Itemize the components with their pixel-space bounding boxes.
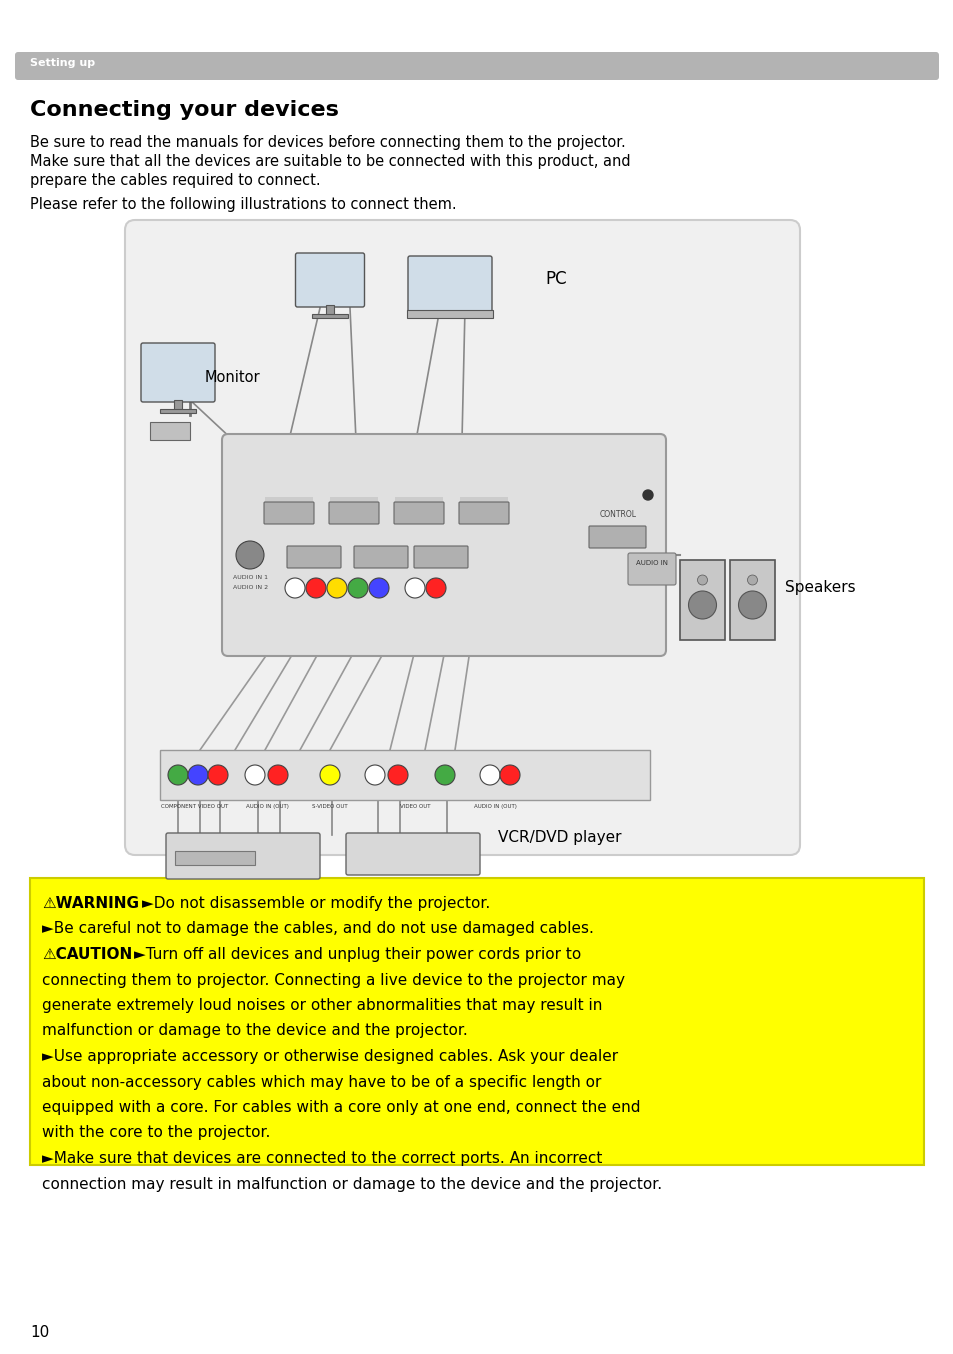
Bar — [395, 497, 442, 505]
FancyBboxPatch shape — [15, 51, 938, 80]
Circle shape — [697, 575, 707, 585]
Bar — [330, 497, 377, 505]
Text: Speakers: Speakers — [784, 580, 855, 594]
FancyBboxPatch shape — [588, 525, 645, 548]
Circle shape — [747, 575, 757, 585]
FancyBboxPatch shape — [408, 256, 492, 311]
Text: with the core to the projector.: with the core to the projector. — [42, 1125, 270, 1140]
Circle shape — [168, 765, 188, 785]
Text: CONTROL: CONTROL — [598, 510, 636, 519]
Circle shape — [388, 765, 408, 785]
Circle shape — [405, 578, 424, 598]
Circle shape — [268, 765, 288, 785]
Circle shape — [738, 590, 765, 619]
Text: VIDEO OUT: VIDEO OUT — [399, 804, 430, 808]
Circle shape — [479, 765, 499, 785]
Text: connecting them to projector. Connecting a live device to the projector may: connecting them to projector. Connecting… — [42, 972, 624, 987]
Text: connection may result in malfunction or damage to the device and the projector.: connection may result in malfunction or … — [42, 1177, 661, 1192]
Circle shape — [188, 765, 208, 785]
Text: prepare the cables required to connect.: prepare the cables required to connect. — [30, 173, 320, 188]
Bar — [265, 497, 313, 505]
Bar — [407, 310, 493, 318]
Bar — [729, 561, 774, 640]
Text: ►Make sure that devices are connected to the correct ports. An incorrect: ►Make sure that devices are connected to… — [42, 1151, 601, 1166]
Bar — [173, 399, 182, 410]
Circle shape — [327, 578, 347, 598]
Text: AUDIO IN (OUT): AUDIO IN (OUT) — [245, 804, 288, 808]
Text: ►Be careful not to damage the cables, and do not use damaged cables.: ►Be careful not to damage the cables, an… — [42, 922, 594, 937]
Text: Connecting your devices: Connecting your devices — [30, 100, 338, 121]
FancyBboxPatch shape — [354, 546, 408, 567]
Circle shape — [285, 578, 305, 598]
FancyBboxPatch shape — [166, 833, 319, 879]
Text: ⚠WARNING: ⚠WARNING — [42, 896, 139, 911]
Text: Be sure to read the manuals for devices before connecting them to the projector.: Be sure to read the manuals for devices … — [30, 135, 625, 150]
Circle shape — [348, 578, 368, 598]
FancyBboxPatch shape — [287, 546, 340, 567]
Circle shape — [245, 765, 265, 785]
Bar — [160, 409, 195, 413]
Text: 10: 10 — [30, 1326, 50, 1340]
FancyBboxPatch shape — [627, 552, 676, 585]
Text: about non-accessory cables which may have to be of a specific length or: about non-accessory cables which may hav… — [42, 1075, 600, 1090]
Circle shape — [426, 578, 446, 598]
FancyBboxPatch shape — [141, 343, 214, 402]
Circle shape — [435, 765, 455, 785]
Text: Setting up: Setting up — [30, 58, 95, 68]
Circle shape — [235, 542, 264, 569]
Circle shape — [208, 765, 228, 785]
FancyBboxPatch shape — [295, 253, 364, 307]
Text: Make sure that all the devices are suitable to be connected with this product, a: Make sure that all the devices are suita… — [30, 154, 630, 169]
Circle shape — [642, 490, 652, 500]
Text: ►Use appropriate accessory or otherwise designed cables. Ask your dealer: ►Use appropriate accessory or otherwise … — [42, 1049, 618, 1064]
Bar — [679, 561, 724, 640]
Bar — [174, 852, 254, 865]
Text: AUDIO IN: AUDIO IN — [636, 561, 667, 566]
Bar — [150, 422, 190, 440]
Bar — [312, 314, 348, 318]
Bar — [160, 750, 649, 800]
Circle shape — [306, 578, 326, 598]
Circle shape — [319, 765, 339, 785]
Text: ►Turn off all devices and unplug their power cords prior to: ►Turn off all devices and unplug their p… — [133, 946, 580, 961]
FancyBboxPatch shape — [329, 502, 378, 524]
Text: ⚠CAUTION: ⚠CAUTION — [42, 946, 132, 961]
Bar — [326, 305, 334, 315]
Text: malfunction or damage to the device and the projector.: malfunction or damage to the device and … — [42, 1024, 467, 1039]
FancyBboxPatch shape — [414, 546, 468, 567]
Bar — [459, 497, 507, 505]
Circle shape — [688, 590, 716, 619]
Text: COMPONENT VIDEO OUT: COMPONENT VIDEO OUT — [161, 804, 229, 808]
Circle shape — [365, 765, 385, 785]
Text: Monitor: Monitor — [205, 370, 260, 385]
FancyBboxPatch shape — [394, 502, 443, 524]
FancyBboxPatch shape — [125, 219, 800, 854]
Text: AUDIO IN 1: AUDIO IN 1 — [233, 575, 268, 580]
Text: AUDIO IN 2: AUDIO IN 2 — [233, 585, 268, 590]
Text: PC: PC — [544, 269, 566, 288]
Bar — [30, 877, 923, 1164]
Text: Please refer to the following illustrations to connect them.: Please refer to the following illustrati… — [30, 196, 456, 213]
Circle shape — [499, 765, 519, 785]
Text: AUDIO IN (OUT): AUDIO IN (OUT) — [473, 804, 516, 808]
FancyBboxPatch shape — [458, 502, 509, 524]
FancyBboxPatch shape — [346, 833, 479, 875]
Circle shape — [369, 578, 389, 598]
FancyBboxPatch shape — [264, 502, 314, 524]
Text: ►Do not disassemble or modify the projector.: ►Do not disassemble or modify the projec… — [142, 896, 490, 911]
FancyBboxPatch shape — [222, 435, 665, 655]
Text: equipped with a core. For cables with a core only at one end, connect the end: equipped with a core. For cables with a … — [42, 1099, 639, 1114]
Text: S-VIDEO OUT: S-VIDEO OUT — [312, 804, 348, 808]
Text: generate extremely loud noises or other abnormalities that may result in: generate extremely loud noises or other … — [42, 998, 601, 1013]
Text: VCR/DVD player: VCR/DVD player — [497, 830, 620, 845]
